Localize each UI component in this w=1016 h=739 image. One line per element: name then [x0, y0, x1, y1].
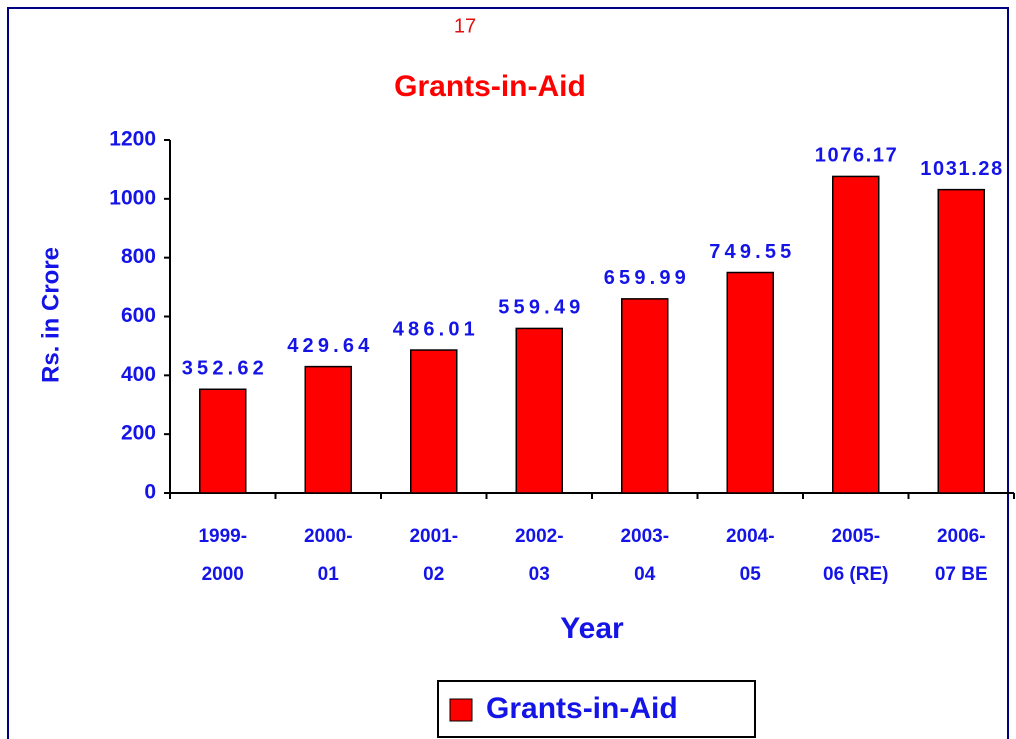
- x-tick-label-line: 2006-: [937, 526, 986, 547]
- value-label: 352.62: [182, 358, 264, 380]
- y-tick-label: 800: [121, 245, 156, 268]
- bar: [304, 365, 352, 494]
- y-tick-label: 200: [121, 422, 156, 445]
- x-tick-label: 2006- 07 BE: [935, 526, 988, 585]
- y-axis-label: Rs. in Crore: [37, 247, 64, 383]
- x-tick-label: 2002- 03: [515, 526, 564, 585]
- bar: [199, 388, 247, 494]
- y-tick-label: 600: [121, 304, 156, 327]
- x-tick-label: 2004- 05: [726, 526, 775, 585]
- x-tick-label-line: 07 BE: [935, 564, 988, 585]
- x-tick-label-line: 1999-: [198, 526, 247, 547]
- x-tick-label: 2001- 02: [409, 526, 458, 585]
- x-tick-label: 2000- 01: [304, 526, 353, 585]
- x-tick-label: 1999- 2000: [198, 526, 247, 585]
- bar: [621, 298, 669, 494]
- x-tick-label-line: 2002-: [515, 526, 564, 547]
- value-label: 486.01: [393, 318, 475, 340]
- y-tick-label: 400: [121, 363, 156, 386]
- x-tick-label-line: 2003-: [620, 526, 669, 547]
- bar: [832, 175, 880, 494]
- bar: [726, 271, 774, 494]
- x-tick-label-line: 06 (RE): [823, 564, 888, 585]
- bar: [515, 327, 563, 494]
- bar: [410, 349, 458, 494]
- x-tick-label-line: 03: [529, 564, 550, 585]
- legend-label: Grants-in-Aid: [486, 692, 678, 725]
- x-tick-label-line: 2005-: [831, 526, 880, 547]
- y-tick-label: 1200: [109, 128, 156, 151]
- value-label: 1076.17: [815, 145, 897, 167]
- bar: [937, 188, 985, 494]
- value-label: 749.55: [709, 241, 791, 263]
- x-tick-label-line: 02: [423, 564, 444, 585]
- value-label: 429.64: [287, 335, 370, 357]
- x-tick-label-line: 2000: [202, 564, 244, 585]
- x-tick-label-line: 2000-: [304, 526, 353, 547]
- x-tick-label: 2005- 06 (RE): [823, 526, 888, 585]
- value-label: 659.99: [604, 267, 686, 289]
- page-number: 17: [454, 15, 476, 37]
- y-tick-label: 1000: [109, 186, 156, 209]
- x-tick-label: 2003- 04: [620, 526, 669, 585]
- x-tick-label-line: 01: [318, 564, 340, 585]
- y-tick-label: 0: [144, 481, 156, 504]
- legend-swatch: [449, 698, 473, 722]
- chart-title: Grants-in-Aid: [394, 70, 586, 103]
- value-label: 1031.28: [920, 158, 1002, 180]
- x-tick-label-line: 04: [634, 564, 656, 585]
- x-tick-label-line: 05: [740, 564, 762, 585]
- value-label: 559.49: [498, 297, 580, 319]
- x-tick-label-line: 2001-: [409, 526, 458, 547]
- x-tick-label-line: 2004-: [726, 526, 775, 547]
- x-axis-label: Year: [560, 612, 624, 645]
- legend-box: [437, 680, 756, 738]
